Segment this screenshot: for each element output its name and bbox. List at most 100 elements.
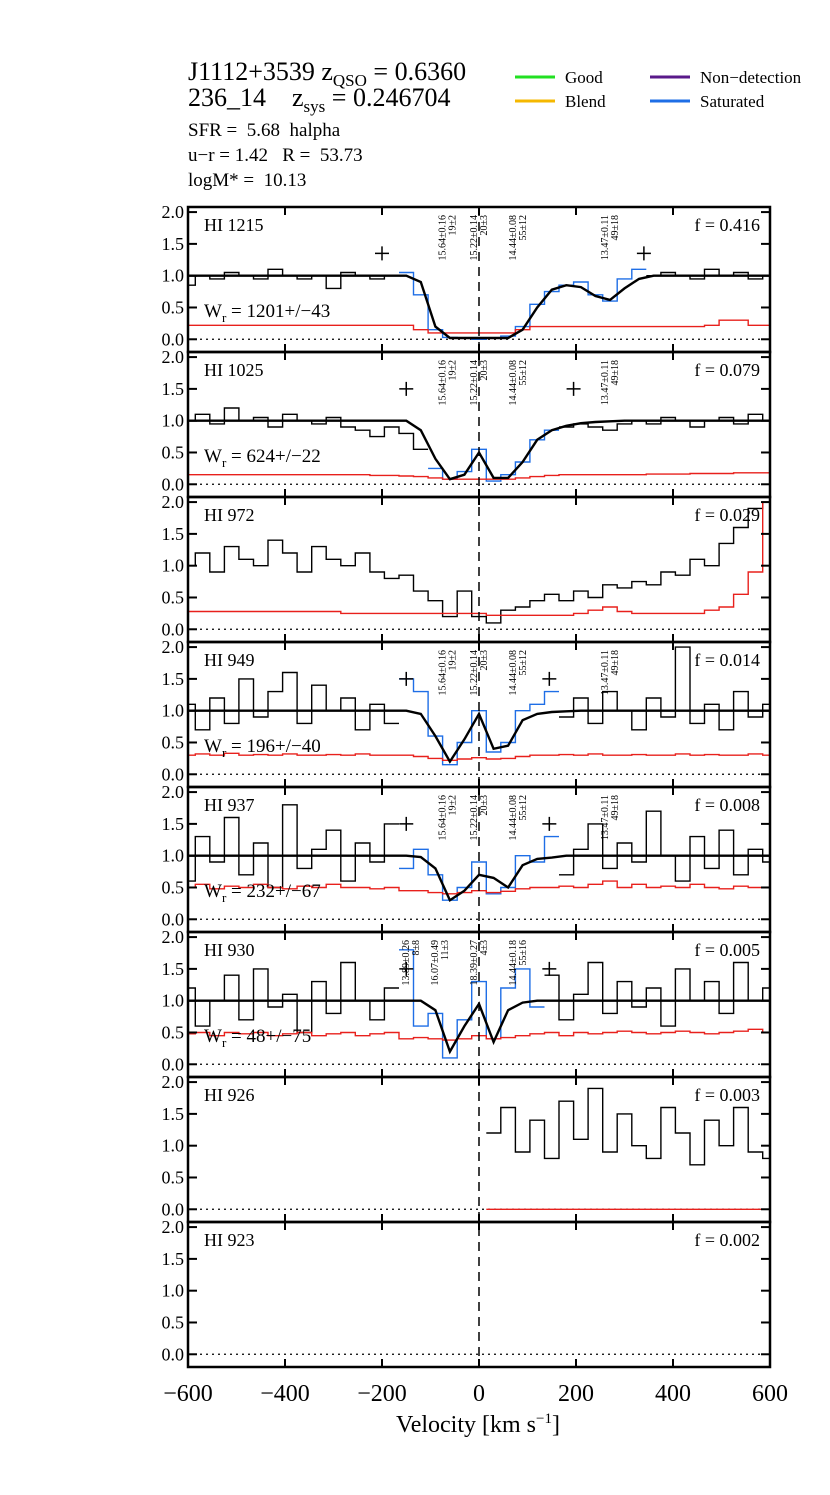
- y-tick-label: 1.0: [162, 1281, 185, 1301]
- axis-text: Velocity [km s: [396, 1412, 536, 1438]
- y-tick-label: 1.5: [162, 524, 185, 544]
- y-tick-label: 2.0: [162, 1072, 185, 1092]
- equivalent-width: Wr = 624+/−22: [204, 446, 321, 470]
- component-logn: 13.89±0.26: [401, 940, 412, 986]
- transition-label: HI 937: [204, 795, 255, 815]
- plus-marker: [399, 961, 414, 976]
- component-b: 55±12: [518, 360, 529, 386]
- wr-text: = 1201+/−43: [226, 301, 330, 322]
- y-tick-label: 0.0: [162, 619, 185, 639]
- flux-spectrum: [486, 1087, 770, 1166]
- wr-sub: r: [222, 455, 227, 470]
- plus-marker: [542, 816, 557, 831]
- y-tick-label: 1.0: [162, 556, 185, 576]
- f-value: f = 0.416: [694, 215, 760, 235]
- component-b: 11±3: [440, 940, 451, 960]
- y-tick-label: 1.0: [162, 701, 185, 721]
- wr-sub: r: [222, 1035, 227, 1050]
- transition-label: HI 923: [204, 1230, 255, 1250]
- y-tick-label: 2.0: [162, 782, 185, 802]
- x-tick-label: 200: [558, 1381, 594, 1407]
- component-logn: 15.64±0.16: [437, 795, 448, 841]
- y-tick-label: 1.0: [162, 846, 185, 866]
- y-tick-label: 2.0: [162, 492, 185, 512]
- f-value: f = 0.008: [694, 795, 760, 815]
- component-b: 49±18: [610, 795, 621, 821]
- y-tick-label: 0.0: [162, 329, 185, 349]
- wr-sub: r: [222, 745, 227, 760]
- error-spectrum: [188, 752, 770, 761]
- component-logn: 15.22±0.14: [469, 360, 480, 406]
- wr-text: = 196+/−40: [226, 736, 320, 757]
- transition-label: HI 1215: [204, 215, 264, 235]
- y-tick-label: 0.0: [162, 909, 185, 929]
- y-tick-label: 0.5: [162, 1312, 185, 1332]
- component-logn: 15.64±0.16: [437, 215, 448, 261]
- wr-sub: r: [222, 890, 227, 905]
- component-logn: 15.22±0.14: [469, 650, 480, 696]
- header-text: = 0.246704: [325, 83, 450, 112]
- plus-marker: [542, 671, 557, 686]
- error-spectrum: [188, 472, 770, 480]
- y-tick-label: 1.0: [162, 411, 185, 431]
- transition-label: HI 949: [204, 650, 255, 670]
- error-spectrum: [188, 319, 770, 334]
- header-text: = 0.6360: [367, 57, 466, 86]
- wr-symbol: W: [204, 1026, 222, 1047]
- component-b: 20±3: [479, 650, 490, 671]
- component-b: 4±3: [479, 940, 490, 956]
- f-value: f = 0.014: [694, 650, 760, 670]
- component-b: 19±2: [447, 650, 458, 671]
- y-tick-label: 1.5: [162, 669, 185, 689]
- wr-symbol: W: [204, 446, 222, 467]
- plus-marker: [399, 816, 414, 831]
- error-spectrum: [188, 501, 770, 616]
- f-value: f = 0.003: [694, 1085, 760, 1105]
- y-tick-label: 1.0: [162, 1136, 185, 1156]
- component-logn: 15.64±0.16: [437, 360, 448, 406]
- panel: [188, 268, 770, 340]
- x-tick-label: 600: [752, 1381, 788, 1407]
- y-tick-label: 1.0: [162, 266, 185, 286]
- y-tick-label: 2.0: [162, 927, 185, 947]
- f-value: f = 0.002: [694, 1230, 760, 1250]
- y-tick-label: 0.5: [162, 1022, 185, 1042]
- equivalent-width: Wr = 196+/−40: [204, 736, 321, 760]
- component-b: 55±12: [518, 215, 529, 241]
- y-tick-label: 0.5: [162, 442, 185, 462]
- f-value: f = 0.005: [694, 940, 760, 960]
- component-b: 19±2: [447, 795, 458, 816]
- equivalent-width: Wr = 232+/−67: [204, 881, 321, 905]
- y-tick-label: 2.0: [162, 637, 185, 657]
- y-tick-label: 0.5: [162, 587, 185, 607]
- wr-symbol: W: [204, 736, 222, 757]
- component-logn: 13.47±0.11: [600, 360, 611, 405]
- axis-sup: −1: [536, 1411, 552, 1427]
- y-tick-label: 1.5: [162, 379, 185, 399]
- equivalent-width: Wr = 48+/−75: [204, 1026, 311, 1050]
- component-logn: 15.22±0.14: [469, 795, 480, 841]
- y-tick-label: 0.0: [162, 1199, 185, 1219]
- component-b: 55±12: [518, 795, 529, 821]
- y-tick-label: 1.5: [162, 1249, 185, 1269]
- wr-symbol: W: [204, 301, 222, 322]
- model-line: [188, 709, 770, 764]
- plus-marker: [636, 246, 651, 261]
- y-tick-label: 2.0: [162, 347, 185, 367]
- x-tick-label: 0: [473, 1381, 485, 1407]
- color-line: u−r = 1.42 R = 53.73: [188, 145, 363, 166]
- model-line: [188, 274, 770, 340]
- component-logn: 13.47±0.11: [600, 650, 611, 695]
- x-tick-label: 400: [655, 1381, 691, 1407]
- x-tick-label: −600: [163, 1381, 213, 1407]
- component-b: 55±16: [518, 940, 529, 966]
- component-logn: 14.44±0.08: [508, 795, 519, 841]
- component-logn: 15.64±0.16: [437, 650, 448, 696]
- transition-label: HI 1025: [204, 360, 264, 380]
- flux-spectrum: [188, 407, 770, 450]
- y-tick-label: 0.0: [162, 474, 185, 494]
- component-logn: 14.44±0.08: [508, 215, 519, 261]
- component-b: 20±3: [479, 795, 490, 816]
- component-b: 19±2: [447, 360, 458, 381]
